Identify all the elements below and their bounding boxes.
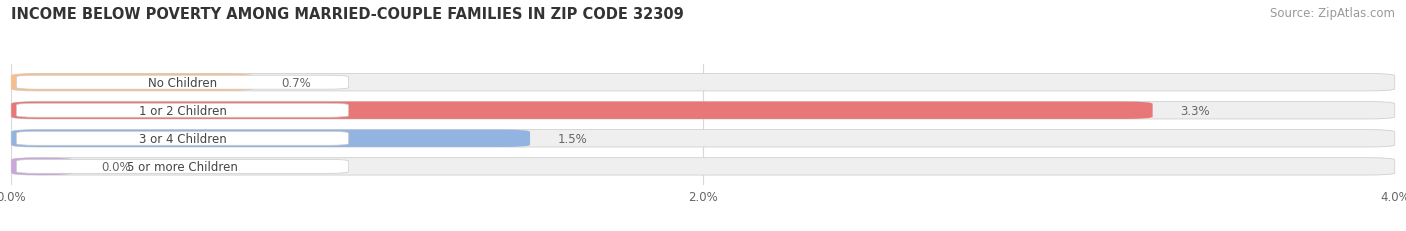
FancyBboxPatch shape — [17, 104, 349, 118]
Text: 1 or 2 Children: 1 or 2 Children — [139, 104, 226, 117]
FancyBboxPatch shape — [11, 102, 1395, 119]
FancyBboxPatch shape — [11, 102, 1153, 119]
FancyBboxPatch shape — [11, 74, 253, 91]
Text: 1.5%: 1.5% — [558, 132, 588, 145]
Text: 0.0%: 0.0% — [101, 160, 131, 173]
FancyBboxPatch shape — [11, 130, 530, 147]
FancyBboxPatch shape — [11, 158, 1395, 175]
Text: 5 or more Children: 5 or more Children — [127, 160, 238, 173]
Text: INCOME BELOW POVERTY AMONG MARRIED-COUPLE FAMILIES IN ZIP CODE 32309: INCOME BELOW POVERTY AMONG MARRIED-COUPL… — [11, 7, 683, 22]
Text: 3 or 4 Children: 3 or 4 Children — [139, 132, 226, 145]
Text: Source: ZipAtlas.com: Source: ZipAtlas.com — [1270, 7, 1395, 20]
FancyBboxPatch shape — [11, 130, 1395, 147]
FancyBboxPatch shape — [17, 132, 349, 146]
Text: No Children: No Children — [148, 76, 217, 89]
Text: 3.3%: 3.3% — [1180, 104, 1211, 117]
Text: 0.7%: 0.7% — [281, 76, 311, 89]
FancyBboxPatch shape — [11, 158, 73, 175]
FancyBboxPatch shape — [11, 74, 1395, 91]
FancyBboxPatch shape — [17, 160, 349, 173]
FancyBboxPatch shape — [17, 76, 349, 90]
